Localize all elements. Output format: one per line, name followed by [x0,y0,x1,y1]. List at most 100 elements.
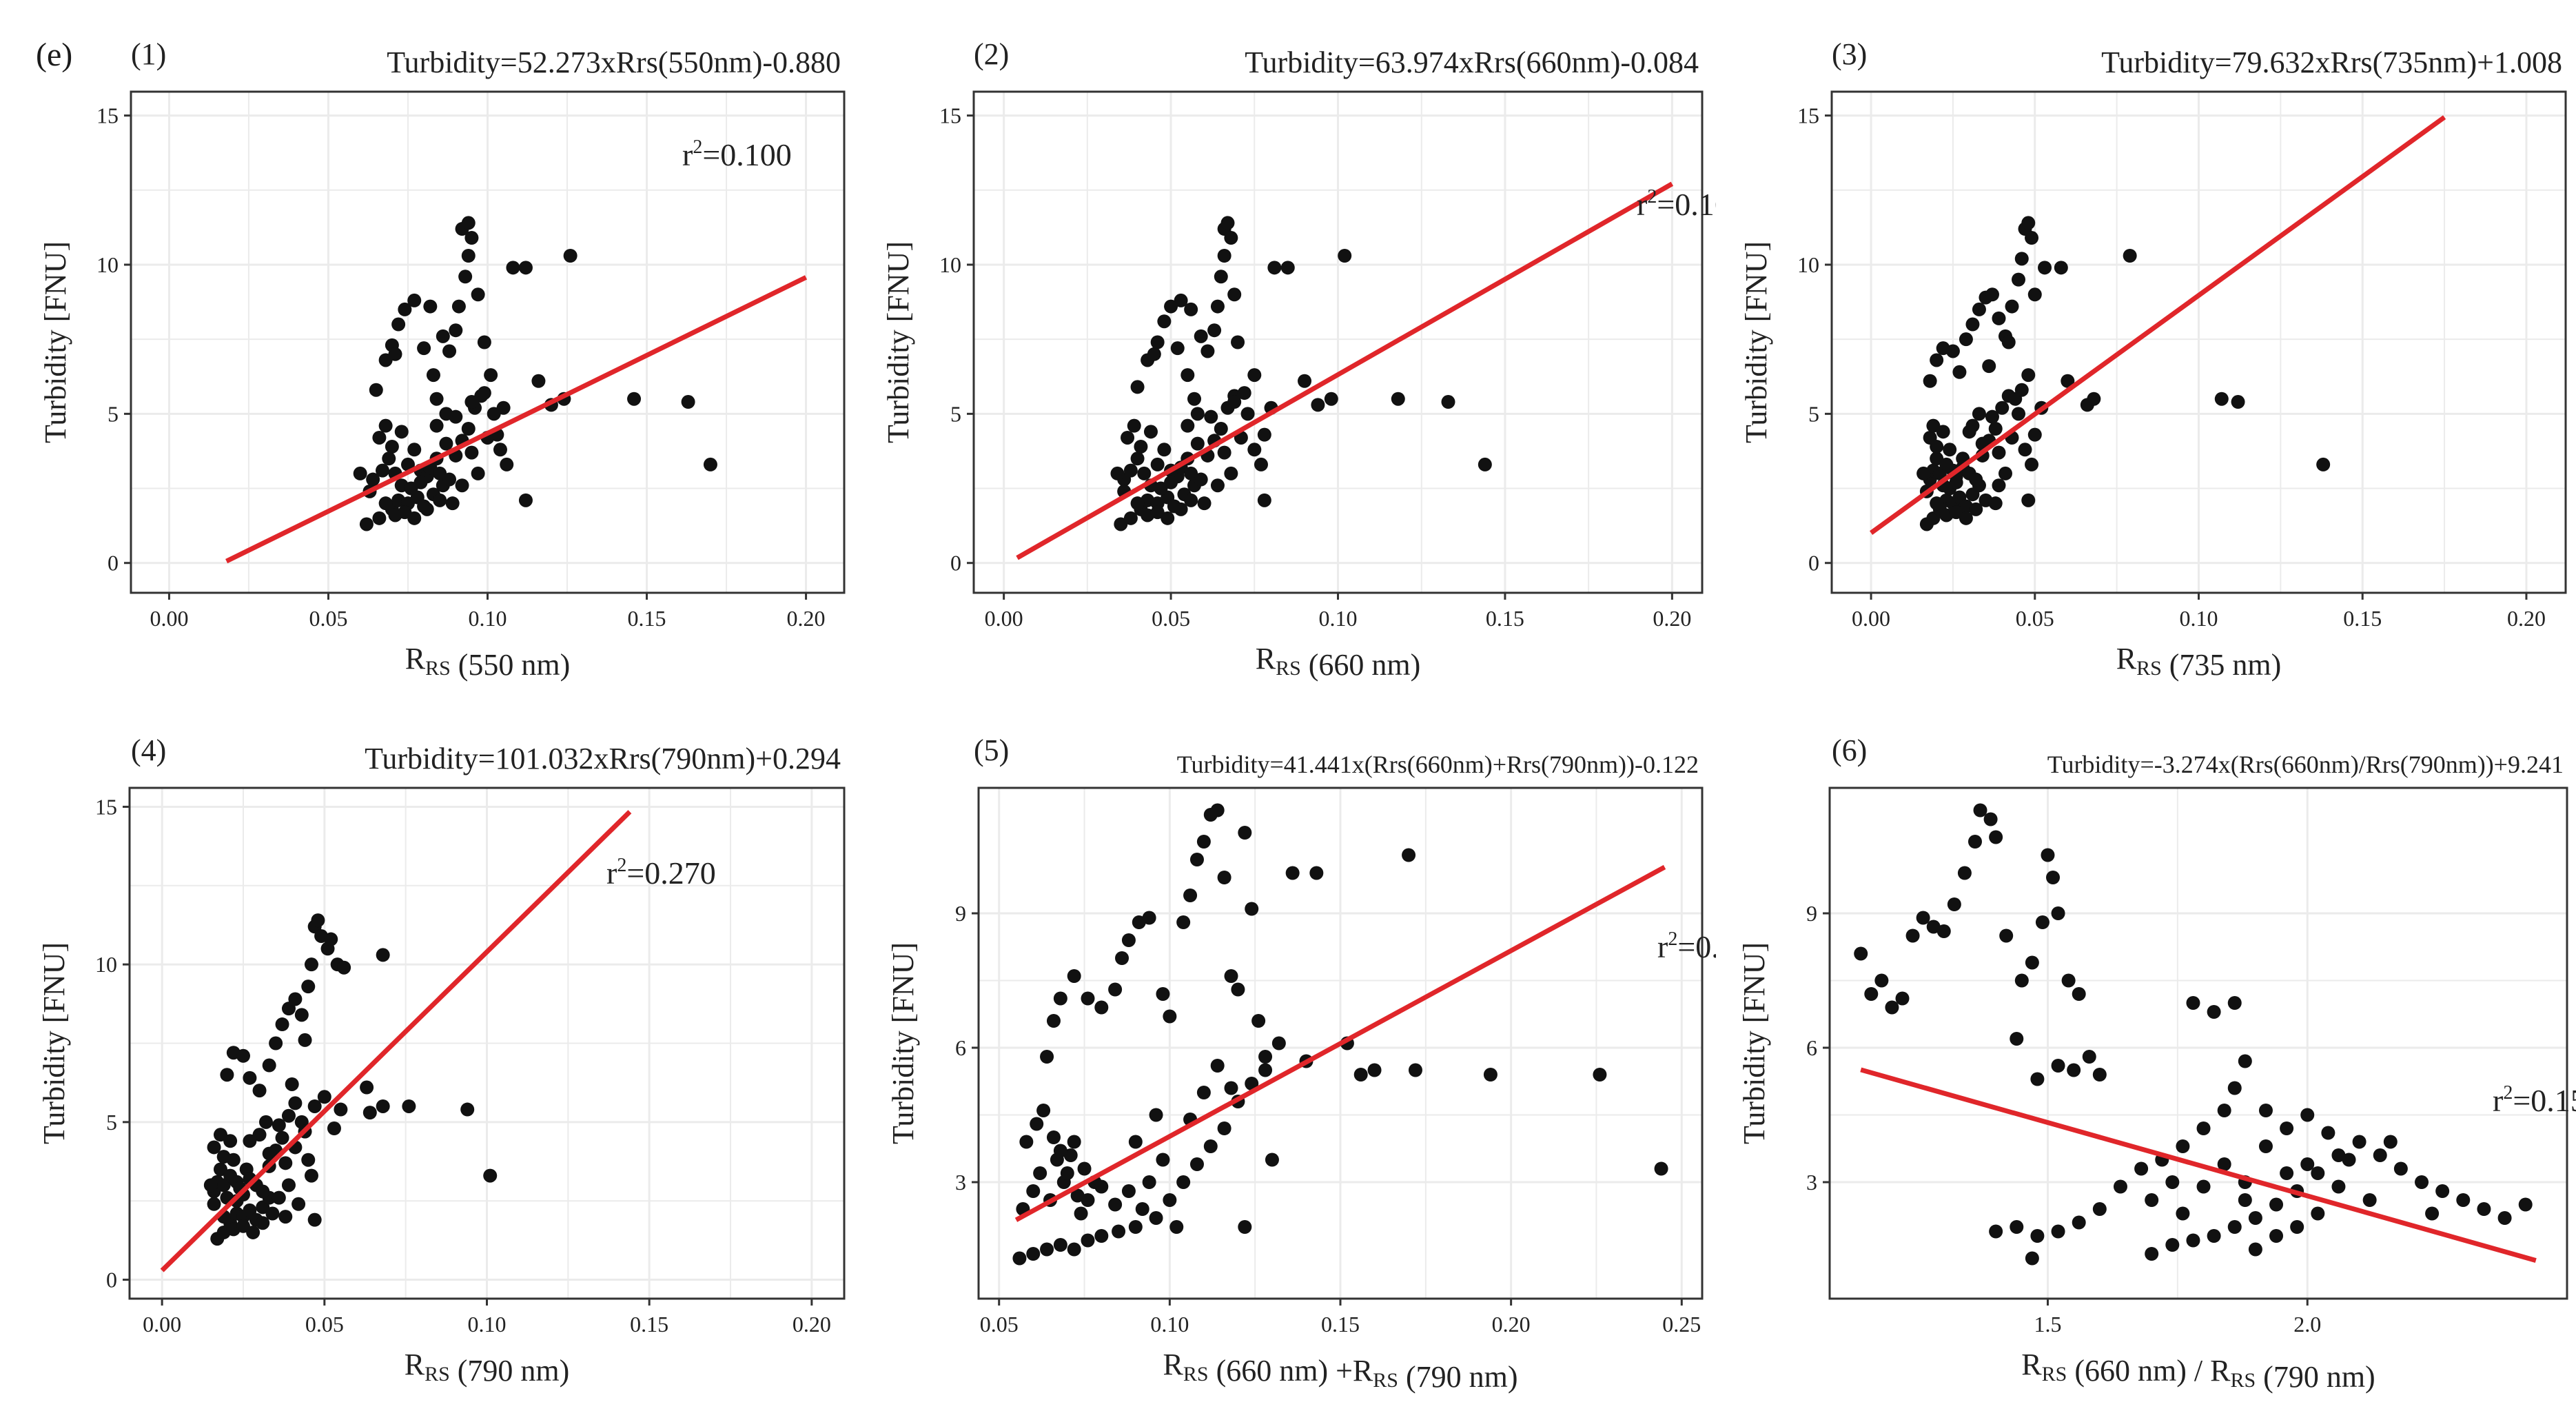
data-point [2051,1224,2065,1239]
data-point [1271,1036,1286,1050]
data-point [477,386,491,400]
r-squared-label: r2=0.100 [682,136,792,172]
plot-border [130,90,846,594]
data-point [417,341,431,356]
data-point [1983,812,1998,826]
data-point [1210,1059,1225,1073]
data-point [1081,991,1095,1006]
data-point [1134,439,1148,454]
data-point [455,478,469,493]
data-point [1163,1193,1177,1207]
data-point [362,1106,377,1120]
y-axis-label: Turbidity [FNU] [1739,241,1773,443]
data-point [2373,1148,2387,1162]
plot-border [1830,90,2567,594]
data-point [2393,1161,2408,1176]
data-point [1885,1000,1899,1015]
data-point [1067,969,1081,983]
data-point [1157,314,1172,329]
data-point [1926,920,1941,934]
data-point [1943,443,1957,457]
data-point [275,1017,289,1032]
data-point [1402,848,1416,862]
data-point [382,451,396,466]
regression-line [1869,115,2446,535]
data-point [366,472,380,487]
data-point [1864,987,1879,1001]
data-point [2087,392,2101,406]
data-point [436,329,450,343]
data-point [1995,400,2010,415]
data-point [378,496,393,511]
data-point [301,979,316,994]
data-point [285,1077,299,1091]
x-tick-label: 0.10 [1150,1312,1189,1337]
data-point [1184,466,1198,480]
data-point [1128,1135,1143,1149]
y-tick-label: 5 [1808,401,1819,426]
data-point [1280,261,1295,275]
data-point [1067,1242,1081,1257]
data-point [1164,299,1178,314]
data-point [272,1118,286,1133]
data-point [2014,383,2029,397]
x-tick-label: 0.00 [1852,606,1890,631]
data-point [433,493,447,507]
data-point [1930,353,1944,367]
x-tick-label: 0.05 [980,1312,1019,1337]
data-point [1180,368,1195,383]
data-point [1187,392,1202,406]
figure-label: (e) [36,37,73,73]
data-point [2027,427,2042,442]
data-point [420,502,434,516]
data-point [1992,445,2006,460]
data-point [1196,835,1211,849]
y-tick-label: 6 [955,1035,966,1060]
data-point [275,1130,289,1145]
r-squared-label: r2=0.219 [1657,928,1716,964]
y-tick-label: 15 [1797,103,1819,128]
x-tick-label: 0.15 [1321,1312,1360,1337]
x-axis-label: RRS (550 nm) [405,642,571,682]
y-tick-label: 9 [955,901,966,926]
data-point [1936,924,1951,938]
x-tick-label: 0.00 [150,606,188,631]
regression-equation: Turbidity=-3.274x(Rrs(660nm)/Rrs(790nm))… [2047,751,2564,778]
data-point [1945,344,1960,358]
data-point [311,913,325,928]
data-point [1196,1086,1211,1099]
x-tick-label: 0.20 [793,1312,831,1337]
data-point [1959,511,1973,525]
data-point [1053,1144,1067,1158]
data-point [2025,1251,2039,1266]
data-point [1174,502,1188,516]
data-point [2014,973,2029,988]
panel-label: (3) [1832,37,1867,71]
data-point [1150,505,1165,520]
data-point [1123,511,1138,525]
data-point [1150,457,1165,471]
data-point [1130,380,1145,394]
data-point [1227,287,1242,302]
data-point [1972,302,1986,316]
data-point [1033,1166,1047,1180]
data-point [1408,1063,1422,1077]
data-point [1194,472,1208,487]
data-point [407,443,422,457]
data-point [1989,830,2003,844]
data-point [1142,1175,1156,1189]
y-axis-label: Turbidity [FNU] [886,942,920,1144]
data-point [627,392,642,406]
r-squared-label: r2=0.159 [2493,1082,2576,1118]
data-point [2342,1153,2356,1167]
data-point [2331,1179,2346,1194]
data-point [1936,425,1950,439]
data-point [372,511,387,525]
data-point [1324,392,1338,406]
data-point [1654,1161,1668,1176]
r-squared-label: r2=0.270 [606,855,716,891]
data-point [518,493,533,507]
data-point [307,1212,322,1227]
panel-label: (2) [974,37,1009,71]
x-tick-label: 0.05 [2016,606,2054,631]
